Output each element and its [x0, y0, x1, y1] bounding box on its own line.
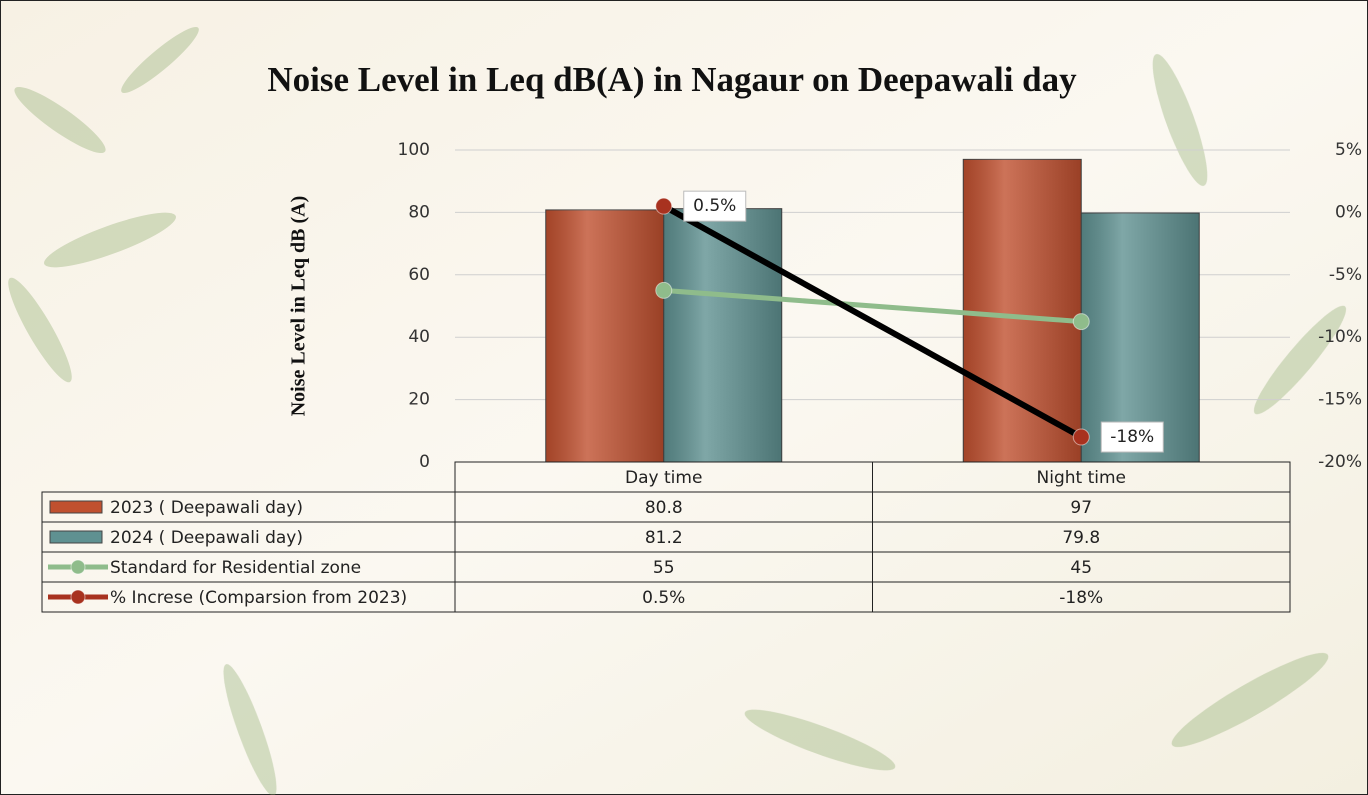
- data-label-box: [1100, 421, 1164, 453]
- y2-tick-label: -5%: [1329, 265, 1362, 285]
- data-label: -18%: [1110, 427, 1154, 447]
- y2-tick-label: -10%: [1318, 327, 1362, 347]
- bar-shine: [545, 209, 664, 462]
- chart-title: Noise Level in Leq dB(A) in Nagaur on De…: [267, 60, 1077, 99]
- bar-shine: [963, 159, 1082, 463]
- y2-tick-label: -20%: [1318, 452, 1362, 472]
- legend-key: [49, 530, 103, 544]
- y2-tick-label: -15%: [1318, 390, 1362, 410]
- data-table: Day time Night time 2023 ( Deepawali day) 8…: [41, 461, 1291, 613]
- y-axis-label: Noise Level in Leq dB (A): [288, 196, 310, 417]
- y-tick-label: 40: [408, 327, 430, 347]
- y2-tick-label: 0%: [1335, 202, 1362, 222]
- bar-shine: [663, 208, 782, 462]
- legend-key: [49, 500, 103, 514]
- legend-label: Standard for Residential zone: [110, 558, 361, 578]
- marks: 0.5% -18%: [545, 158, 1200, 463]
- table-cell: 81.2: [645, 528, 683, 548]
- y2-tick-label: 5%: [1335, 140, 1362, 160]
- marker: [1072, 428, 1090, 446]
- marker: [1072, 313, 1090, 331]
- y-tick-label: 0: [419, 452, 430, 472]
- legend-label: 2023 ( Deepawali day): [110, 498, 303, 518]
- table-cell: 97: [1070, 498, 1092, 518]
- marker: [655, 281, 673, 299]
- table-cell: -18%: [1059, 588, 1103, 608]
- y-tick-label: 100: [398, 140, 430, 160]
- y-tick-label: 20: [408, 390, 430, 410]
- y-tick-label: 60: [408, 265, 430, 285]
- x-tick-label: Day time: [625, 468, 702, 488]
- table-cell: 79.8: [1062, 528, 1100, 548]
- line: [662, 203, 1083, 440]
- legend-label: 2024 ( Deepawali day): [110, 528, 303, 548]
- line: [663, 287, 1082, 325]
- legend-key-marker: [70, 589, 86, 605]
- marker: [655, 197, 673, 215]
- leaf-decoration: [8, 26, 1347, 795]
- data-label: 0.5%: [693, 196, 736, 216]
- bar-shine: [1081, 213, 1200, 462]
- legend-key-marker: [70, 559, 86, 575]
- table-cell: 55: [653, 558, 675, 578]
- data-label-box: [683, 190, 747, 222]
- table-cell: 80.8: [645, 498, 683, 518]
- table-cell: 45: [1070, 558, 1092, 578]
- y-tick-label: 80: [408, 202, 430, 222]
- legend-label: % Increse (Comparsion from 2023): [110, 588, 407, 608]
- x-tick-label: Night time: [1037, 468, 1126, 488]
- table-cell: 0.5%: [642, 588, 685, 608]
